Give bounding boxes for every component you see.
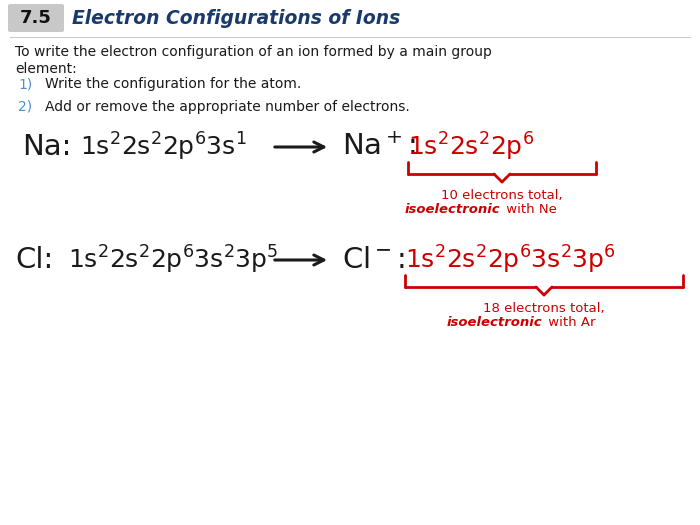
Text: Na:: Na: bbox=[22, 133, 71, 161]
Text: Add or remove the appropriate number of electrons.: Add or remove the appropriate number of … bbox=[45, 100, 409, 114]
Text: 10 electrons total,: 10 electrons total, bbox=[441, 189, 563, 202]
Text: with Ar: with Ar bbox=[544, 316, 596, 329]
Text: Cl$\mathregular{^-}$:: Cl$\mathregular{^-}$: bbox=[342, 246, 405, 274]
Text: To write the electron configuration of an ion formed by a main group: To write the electron configuration of a… bbox=[15, 45, 492, 59]
Text: Cl:: Cl: bbox=[15, 246, 53, 274]
Text: $\mathregular{1s^22s^22p^63s^1}$: $\mathregular{1s^22s^22p^63s^1}$ bbox=[80, 131, 246, 163]
Text: Write the configuration for the atom.: Write the configuration for the atom. bbox=[45, 77, 301, 91]
Text: 18 electrons total,: 18 electrons total, bbox=[483, 302, 605, 315]
Text: $\mathregular{1s^22s^22p^63s^23p^5}$: $\mathregular{1s^22s^22p^63s^23p^5}$ bbox=[68, 244, 279, 276]
Text: with Ne: with Ne bbox=[502, 203, 557, 216]
Text: 7.5: 7.5 bbox=[20, 9, 52, 27]
Text: isoelectronic: isoelectronic bbox=[405, 203, 500, 216]
Text: $\mathregular{1s^22s^22p^6}$: $\mathregular{1s^22s^22p^6}$ bbox=[408, 131, 534, 163]
Text: 1): 1) bbox=[18, 77, 32, 91]
Text: $\mathregular{1s^22s^22p^63s^23p^6}$: $\mathregular{1s^22s^22p^63s^23p^6}$ bbox=[405, 244, 616, 276]
Text: Electron Configurations of Ions: Electron Configurations of Ions bbox=[72, 8, 400, 27]
Text: element:: element: bbox=[15, 62, 77, 76]
FancyBboxPatch shape bbox=[8, 4, 64, 32]
Text: Na$\mathregular{^+}$:: Na$\mathregular{^+}$: bbox=[342, 133, 416, 161]
Text: 2): 2) bbox=[18, 100, 32, 114]
Text: isoelectronic: isoelectronic bbox=[447, 316, 542, 329]
